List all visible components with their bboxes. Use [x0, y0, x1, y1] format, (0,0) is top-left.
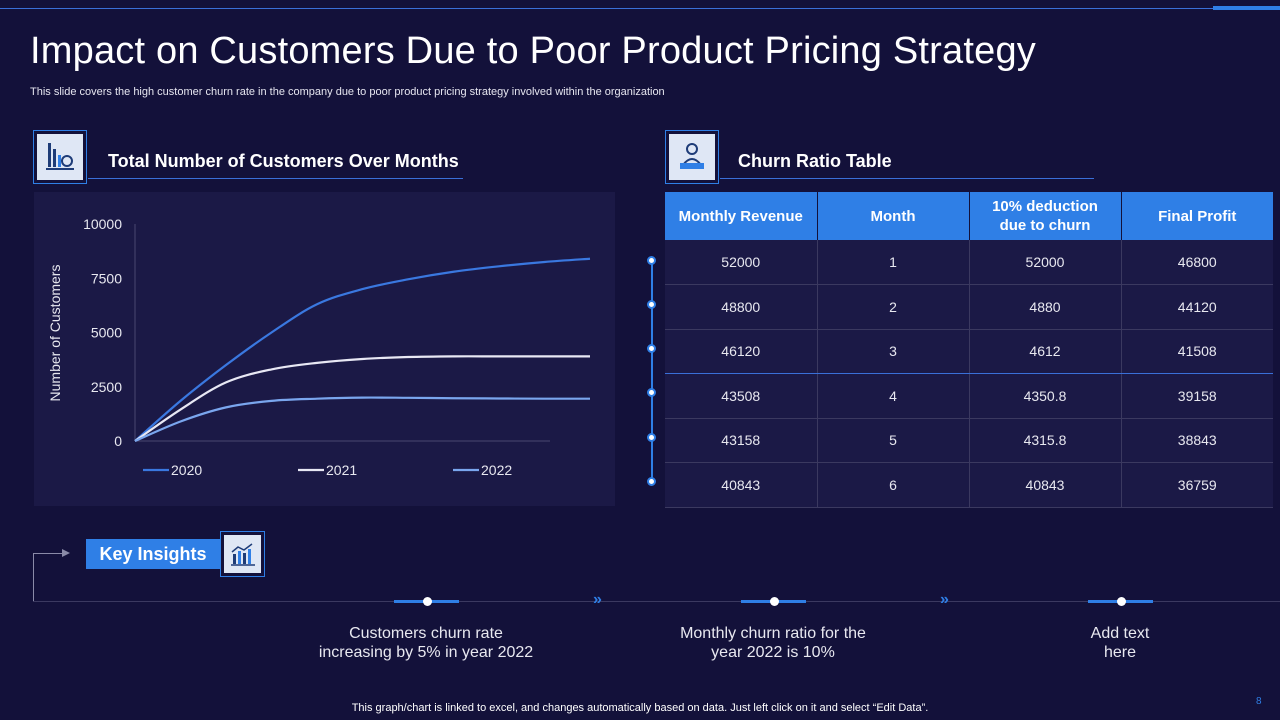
insight-marker-dot [423, 597, 432, 606]
page-number: 8 [1256, 696, 1262, 707]
cell-profit: 38843 [1121, 418, 1273, 463]
cell-revenue: 40843 [665, 462, 818, 508]
y-axis-label: Number of Customers [47, 265, 63, 402]
footer-note: This graph/chart is linked to excel, and… [351, 702, 929, 714]
insight-text-2: Monthly churn ratio for the year 2022 is… [680, 625, 866, 661]
insight-connector-vertical [33, 553, 34, 602]
cell-profit: 39158 [1121, 373, 1273, 419]
cell-deduction: 4350.8 [969, 373, 1122, 419]
timeline-dot [647, 388, 656, 397]
cell-revenue: 48800 [665, 284, 818, 330]
churn-ratio-table[interactable]: Monthly Revenue Month 10% deduction due … [665, 192, 1273, 508]
y-tick-label: 2500 [91, 379, 122, 395]
cell-revenue: 43158 [665, 418, 818, 463]
cell-revenue: 52000 [665, 240, 818, 285]
table-row: 48800 2 4880 44120 [665, 284, 1273, 330]
timeline-dot [647, 477, 656, 486]
legend-label-2021: 2021 [326, 462, 357, 478]
cell-month: 4 [817, 373, 970, 419]
insight-marker-dot [1117, 597, 1126, 606]
header-month: Month [817, 192, 970, 240]
series-line-2021 [134, 355, 590, 442]
legend-label-2022: 2022 [481, 462, 512, 478]
header-final-profit: Final Profit [1121, 192, 1273, 240]
series-line-2020 [134, 257, 591, 442]
cell-profit: 44120 [1121, 284, 1273, 330]
cell-profit: 41508 [1121, 329, 1273, 374]
table-row: 46120 3 4612 41508 [665, 329, 1273, 374]
table-section-title: Churn Ratio Table [738, 151, 892, 171]
y-tick-label: 7500 [91, 270, 122, 286]
arrow-right-icon [62, 549, 70, 557]
cell-deduction: 4612 [969, 329, 1122, 374]
insight-text-3: Add text here [1090, 625, 1150, 661]
table-row: 43508 4 4350.8 39158 [665, 373, 1273, 419]
timeline-dot [647, 256, 656, 265]
y-tick-label: 10000 [83, 216, 122, 232]
presenter-icon [680, 143, 704, 169]
cell-revenue: 43508 [665, 373, 818, 419]
top-rule [0, 8, 1280, 9]
header-monthly-revenue: Monthly Revenue [665, 192, 818, 240]
chart-panel[interactable]: 10000 7500 5000 2500 0 Number of Customers 202… [34, 192, 615, 506]
double-chevron-right-icon: » [940, 591, 949, 608]
chart-section-title: Total Number of Customers Over Months [108, 151, 459, 171]
y-tick-label: 0 [114, 433, 122, 449]
double-chevron-right-icon: » [593, 591, 602, 608]
table-section-underline [720, 178, 1094, 179]
cell-month: 3 [817, 329, 970, 374]
cell-deduction: 4315.8 [969, 418, 1122, 463]
key-insights-label: Key Insights [86, 539, 220, 569]
top-accent-bar [1213, 6, 1280, 10]
insight-text-1: Customers churn rate increasing by 5% in… [318, 625, 534, 661]
line-chart[interactable]: 10000 7500 5000 2500 0 Number of Customers 202… [34, 192, 615, 506]
table-timeline-line [651, 260, 653, 482]
insight-marker-dot [770, 597, 779, 606]
cell-deduction: 40843 [969, 462, 1122, 508]
bar-chart-icon [46, 143, 74, 170]
table-header-row: Monthly Revenue Month 10% deduction due … [665, 192, 1273, 240]
cell-month: 6 [817, 462, 970, 508]
cell-month: 1 [817, 240, 970, 285]
cell-profit: 46800 [1121, 240, 1273, 285]
chart-section-underline [88, 178, 463, 179]
timeline-dot [647, 300, 656, 309]
table-row: 52000 1 52000 46800 [665, 240, 1273, 285]
insights-icon-box [220, 531, 265, 577]
slide-title: Impact on Customers Due to Poor Product … [30, 30, 1036, 72]
table-section-icon-box [665, 130, 719, 184]
y-tick-label: 5000 [91, 325, 122, 341]
cell-month: 2 [817, 284, 970, 330]
legend-label-2020: 2020 [171, 462, 202, 478]
insight-connector-horizontal [33, 553, 63, 554]
slide-subtitle: This slide covers the high customer chur… [30, 86, 665, 98]
table-row: 40843 6 40843 36759 [665, 462, 1273, 508]
timeline-dot [647, 433, 656, 442]
cell-month: 5 [817, 418, 970, 463]
cell-profit: 36759 [1121, 462, 1273, 508]
cell-deduction: 4880 [969, 284, 1122, 330]
table-row: 43158 5 4315.8 38843 [665, 418, 1273, 463]
cell-revenue: 46120 [665, 329, 818, 374]
chart-insight-icon [230, 543, 255, 566]
timeline-dot [647, 344, 656, 353]
cell-deduction: 52000 [969, 240, 1122, 285]
insights-baseline [33, 601, 1280, 602]
series-line-2022 [134, 396, 591, 443]
chart-section-icon-box [33, 130, 87, 184]
header-deduction: 10% deduction due to churn [969, 192, 1122, 240]
